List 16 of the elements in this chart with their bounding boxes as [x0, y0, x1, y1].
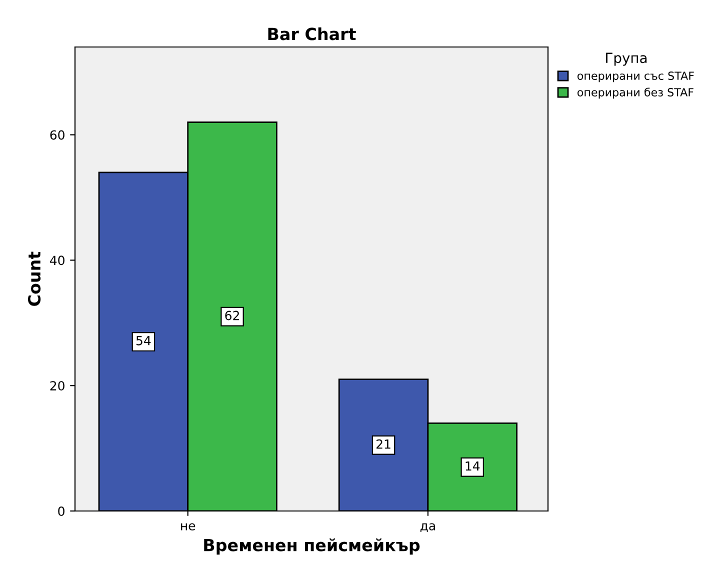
legend-label: оперирани без STAF [578, 88, 694, 99]
x-tick-label: не [181, 523, 196, 530]
chart-title: Bar Chart [268, 27, 356, 40]
y-tick-label: 40 [50, 256, 64, 266]
y-axis-title: Count [28, 252, 41, 306]
data-label: 14 [466, 461, 480, 471]
y-tick-label: 20 [50, 381, 64, 391]
legend-label: оперирани със STAF [578, 72, 694, 82]
x-tick-label: да [420, 523, 435, 532]
data-label: 62 [225, 310, 239, 320]
legend-title: Група [606, 52, 647, 66]
y-tick-label: 60 [50, 130, 64, 140]
y-tick-label: 0 [58, 506, 64, 516]
x-axis-title: Временен пейсмейкър [204, 538, 420, 555]
data-label: 21 [376, 439, 390, 449]
data-label: 54 [136, 336, 151, 346]
